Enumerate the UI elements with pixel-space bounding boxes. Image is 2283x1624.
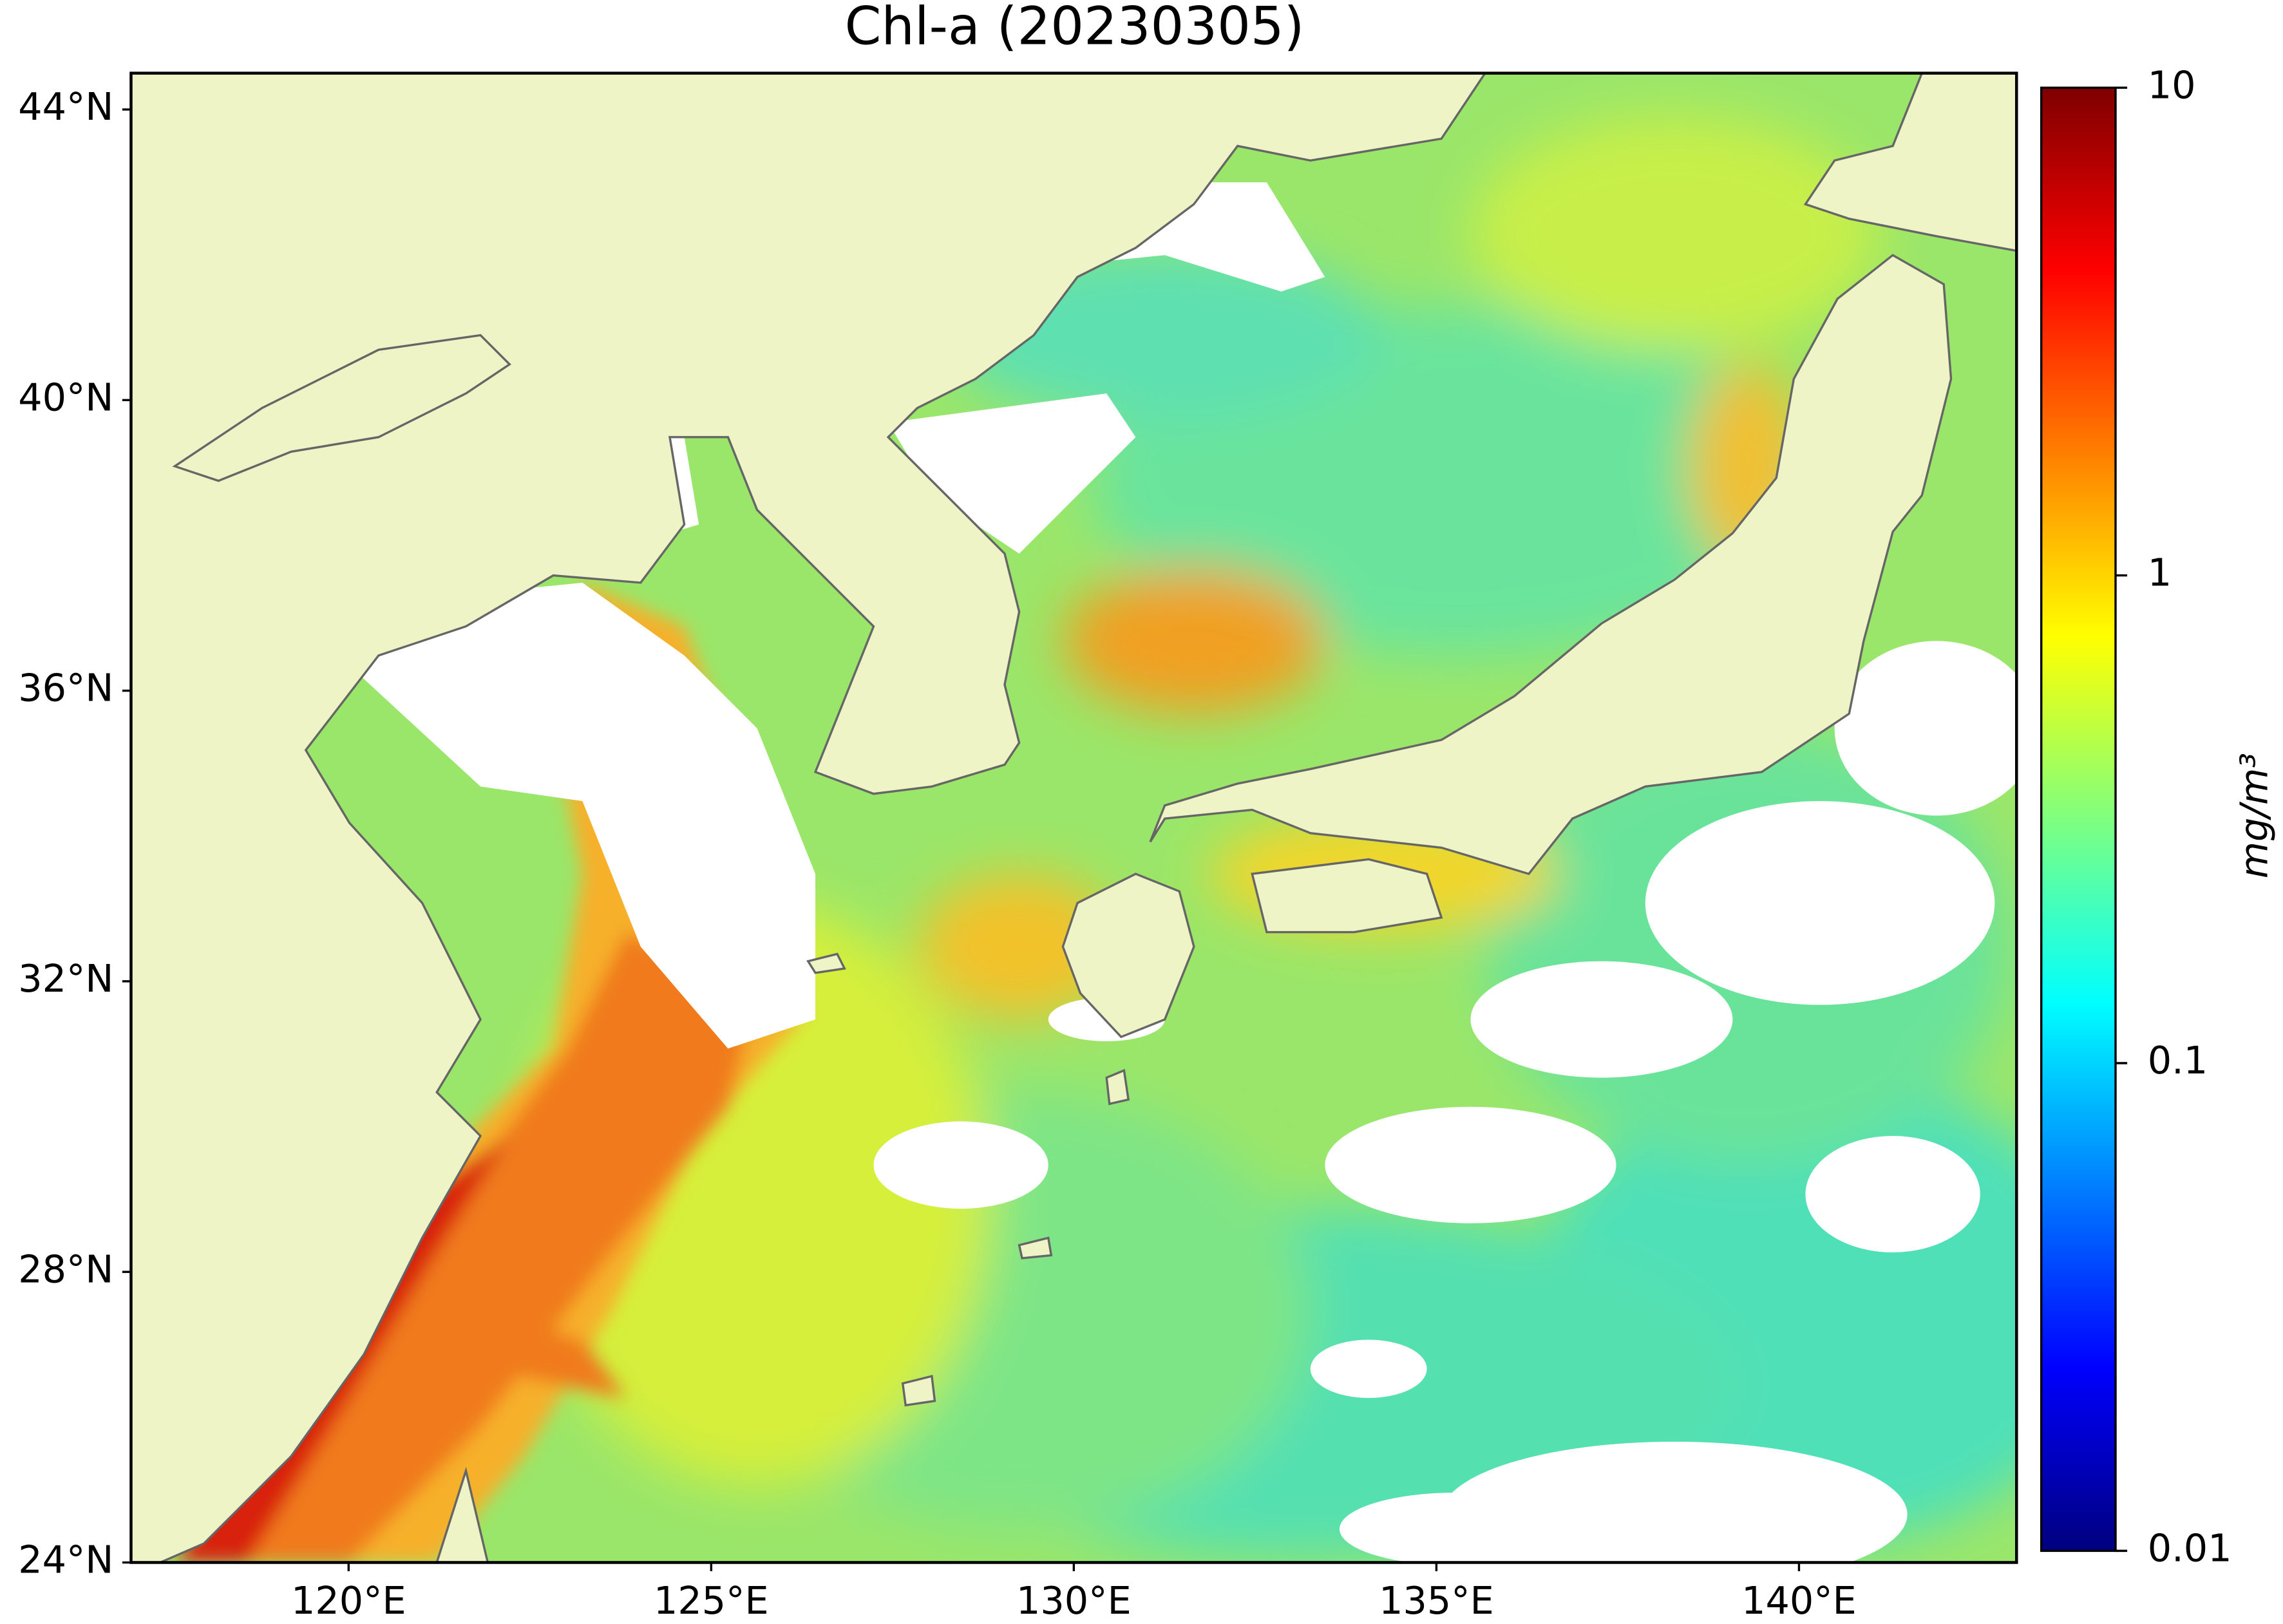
y-tick-label: 36°N bbox=[18, 666, 113, 710]
land bbox=[131, 73, 2017, 1563]
x-tick-label: 135°E bbox=[1379, 1578, 1494, 1623]
colorbar-tick-label: 1 bbox=[2148, 551, 2172, 595]
map-title: Chl-a (20230305) bbox=[845, 0, 1305, 57]
y-tick-label: 24°N bbox=[18, 1538, 113, 1582]
y-tick-label: 44°N bbox=[18, 84, 113, 129]
x-tick-label: 120°E bbox=[291, 1578, 406, 1623]
y-tick-label: 40°N bbox=[18, 375, 113, 419]
colorbar-tick-label: 0.01 bbox=[2148, 1525, 2232, 1570]
map-area bbox=[131, 73, 2017, 1563]
x-tick-label: 125°E bbox=[654, 1578, 769, 1623]
colorbar-label: mg/m³ bbox=[2231, 753, 2276, 878]
x-tick-label: 140°E bbox=[1741, 1578, 1857, 1623]
y-tick-label: 32°N bbox=[18, 956, 113, 1001]
colorbar bbox=[2040, 86, 2117, 1553]
colorbar-tick-label: 10 bbox=[2148, 62, 2196, 107]
x-tick-label: 130°E bbox=[1016, 1578, 1132, 1623]
y-tick-label: 28°N bbox=[18, 1247, 113, 1291]
colorbar-tick-label: 0.1 bbox=[2148, 1038, 2208, 1082]
